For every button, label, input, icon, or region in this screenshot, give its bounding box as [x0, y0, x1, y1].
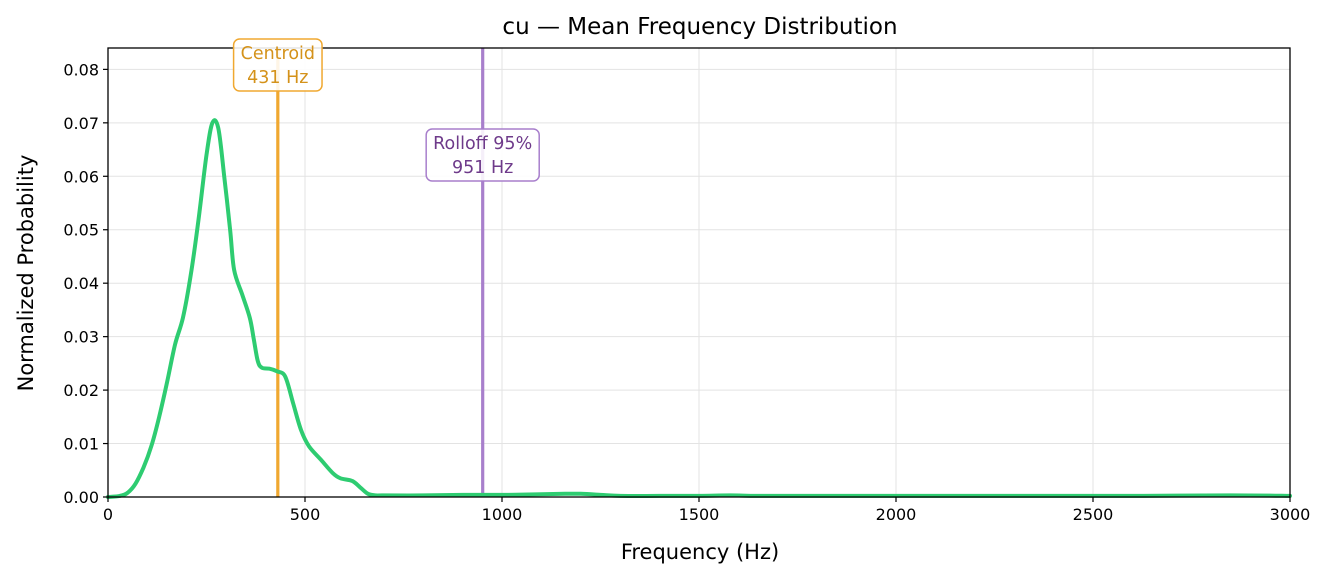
y-tick-label: 0.05: [63, 221, 99, 240]
y-axis-label: Normalized Probability: [14, 155, 38, 392]
y-tick-label: 0.01: [63, 435, 99, 454]
x-tick-label: 2000: [876, 505, 917, 524]
annotation-value: 951 Hz: [452, 158, 513, 178]
axis-ticks: 0 500 1000 1500 2000 2500 3000 0.00 0.01 0.02 0.03…: [63, 60, 1310, 524]
y-tick-label: 0.00: [63, 488, 99, 507]
y-tick-label: 0.04: [63, 274, 99, 293]
annotation-box-frame: [232, 38, 323, 92]
annotation-box: Centroid 431 Hz: [232, 38, 323, 92]
annotation-value: 431 Hz: [247, 68, 308, 88]
y-tick-label: 0.08: [63, 60, 99, 79]
y-tick-label: 0.06: [63, 167, 99, 186]
y-tick-label: 0.07: [63, 114, 99, 133]
grid: [107, 48, 1291, 498]
x-tick-label: 1500: [679, 505, 720, 524]
y-tick-label: 0.03: [63, 328, 99, 347]
x-tick-label: 0: [103, 505, 113, 524]
series-layer: [106, 118, 1292, 499]
annotation-box: Rolloff 95% 951 Hz: [425, 128, 540, 182]
x-tick-label: 3000: [1270, 505, 1311, 524]
annotation-label: Rolloff 95%: [433, 134, 532, 154]
x-tick-label: 1000: [482, 505, 523, 524]
x-axis-label: Frequency (Hz): [621, 540, 779, 564]
series-line: [106, 118, 1292, 499]
x-tick-label: 500: [290, 505, 321, 524]
marker-lines: [276, 48, 485, 497]
chart-title: cu — Mean Frequency Distribution: [502, 14, 897, 40]
annotation-label: Centroid: [241, 44, 315, 64]
y-tick-label: 0.02: [63, 381, 99, 400]
annotations: Centroid 431 Hz Rolloff 95% 951 Hz: [232, 38, 540, 182]
x-tick-label: 2500: [1073, 505, 1114, 524]
annotation-box-frame: [425, 128, 540, 182]
